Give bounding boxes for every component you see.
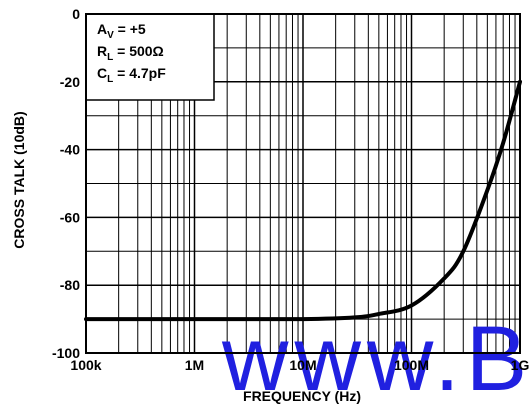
y-tick-label: -20 [60,74,80,90]
series-line-crosstalk [84,79,522,322]
plot-frame [85,13,521,354]
legend-box [85,13,215,101]
y-tick-label: 0 [72,6,80,22]
y-tick-label: -80 [60,277,80,293]
x-tick-label: 1G [511,357,529,373]
y-tick-label: -40 [60,142,80,158]
y-tick-labels: 0 -20 -40 -60 -80 -100 [52,6,80,361]
x-axis-title: FREQUENCY (Hz) [243,388,361,404]
x-tick-label: 100k [70,357,101,373]
legend-entry: AV = +5 [97,21,146,41]
y-tick-label: -60 [60,209,80,225]
y-tick-label: -100 [52,345,80,361]
x-tick-label: 1M [185,357,204,373]
x-tick-label: 100M [394,357,429,373]
legend-entry: CL = 4.7pF [97,65,166,85]
x-tick-label: 10M [289,357,316,373]
x-tick-labels: 100k 1M 10M 100M 1G [70,357,529,373]
y-axis-title: CROSS TALK (10dB) [11,111,27,248]
watermark: www.BDTIC [221,308,529,410]
legend-entry: RL = 500Ω [97,43,164,63]
